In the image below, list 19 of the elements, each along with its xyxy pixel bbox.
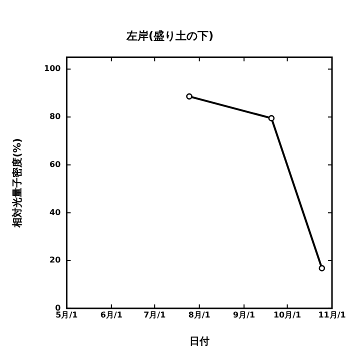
x-tick-label: 5月/1 xyxy=(56,310,78,320)
y-tick-label: 40 xyxy=(50,208,62,217)
y-axis-title: 相対光量子密度(%) xyxy=(12,138,24,228)
x-tick-label: 11月/1 xyxy=(318,310,346,320)
point xyxy=(186,93,192,100)
x-tick-label: 8月/1 xyxy=(188,310,211,320)
point xyxy=(268,115,275,122)
x-axis-title: 日付 xyxy=(189,336,210,348)
y-tick-label: 80 xyxy=(50,112,62,122)
point xyxy=(318,265,326,272)
x-tick-label: 9月/1 xyxy=(233,310,256,320)
x-tick-label: 7月/1 xyxy=(144,310,166,320)
y-tick-label: 0 xyxy=(55,303,62,312)
chart-title: 左岸(盛り土の下) xyxy=(125,29,214,42)
y-tick-label: 20 xyxy=(50,256,62,265)
x-tick-label: 10月/1 xyxy=(273,310,302,320)
x-tick-label: 6月/1 xyxy=(100,310,123,320)
y-tick-label: 60 xyxy=(50,160,62,169)
y-tick-label: 100 xyxy=(44,64,62,74)
